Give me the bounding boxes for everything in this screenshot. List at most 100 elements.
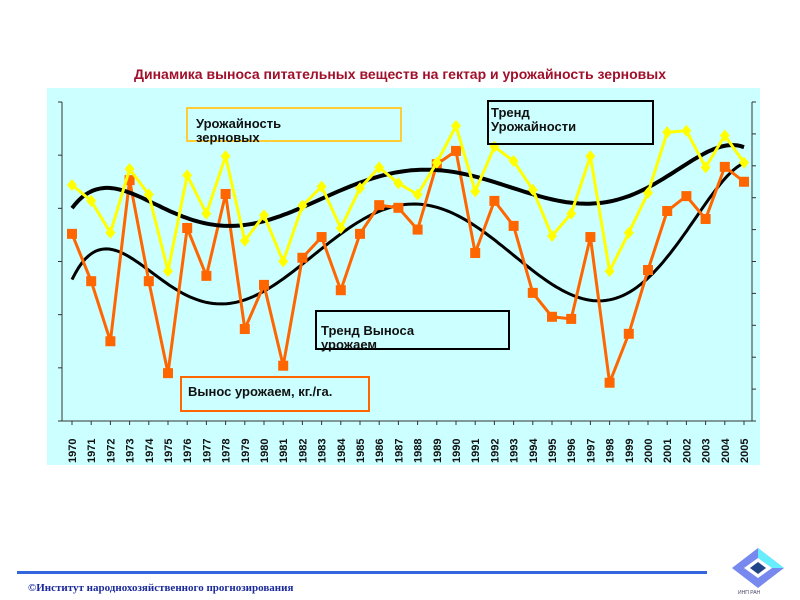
x-tick-label: 1991 [470,439,482,463]
removal-point [335,285,346,296]
x-tick-label: 1995 [547,439,559,463]
removal-point [643,265,653,276]
removal-point [412,224,423,235]
x-tick-label: 1976 [182,439,194,463]
x-tick-label: 1993 [509,439,521,463]
yield-point [393,177,404,190]
yield-point [566,207,577,220]
x-tick-label: 2003 [701,439,713,463]
x-tick-label: 2002 [681,439,693,463]
yield-trend-callout-box [487,100,654,145]
yield-point [585,150,596,163]
x-tick-label: 1983 [317,439,329,463]
yield-label: Урожайность зерновых [196,116,282,145]
x-tick-label: 1997 [585,439,597,463]
removal-point [220,188,231,199]
chart-title: Динамика выноса питательных веществ на г… [134,66,666,82]
removal-point [239,324,250,335]
removal-point [124,175,135,186]
removal-point [182,223,193,234]
x-tick-label: 2000 [643,439,655,463]
yield-trend-line [70,143,745,228]
yield-point [451,119,461,132]
x-tick-label: 1978 [221,439,233,463]
removal-point [566,313,577,324]
x-tick-label: 1971 [86,439,98,463]
yield-point [143,188,154,201]
x-tick-label: 1992 [489,439,501,463]
inp-ran-logo [732,548,784,588]
x-tick-label: 1998 [605,439,617,463]
yield-point [278,255,289,268]
removal-point [700,213,711,224]
yield-point [662,126,673,139]
removal-point [374,200,385,211]
yield-point [739,156,749,169]
yield-point [527,183,538,196]
yield-series-line [71,121,746,276]
yield-point [355,182,365,195]
x-tick-label: 1990 [451,439,463,463]
x-tick-label: 1982 [297,439,309,463]
x-tick-label: 1977 [201,439,213,463]
removal-trend-line [70,161,745,306]
yield-point [220,150,231,163]
chart-svg: 1201101009080706020181614121086420197019… [58,101,756,463]
removal-point [259,279,269,290]
removal-point [623,328,634,339]
removal-point [297,252,308,263]
removal-point [585,232,596,243]
removal-point [355,228,365,239]
removal-point [508,220,519,231]
removal-point [739,176,749,187]
removal-point [201,270,212,281]
removal-trend-callout-box [315,310,510,350]
yield-point [470,185,481,198]
yield-point [681,124,692,137]
yield-point [335,222,346,235]
x-tick-label: 1975 [163,439,175,463]
yield-point [316,180,327,193]
yield-point [374,161,385,174]
x-tick-label: 2005 [739,439,751,463]
removal-point [662,205,673,216]
yield-trend-label: Тренд Урожайности [491,105,577,134]
yield-point [124,162,135,175]
removal-point [316,232,327,243]
removal-point [527,287,538,298]
removal-point [604,377,615,388]
x-tick-label: 1985 [355,439,367,463]
yield-point [201,207,212,220]
removal-point [451,145,461,156]
removal-point [489,195,500,206]
x-tick-label: 1980 [259,439,271,463]
removal-point [86,276,97,287]
removal-point [547,311,557,322]
removal-point [105,336,116,347]
yield-point [604,265,615,278]
x-tick-label: 1972 [105,439,117,463]
x-tick-label: 1970 [67,439,79,463]
yield-point [700,161,711,174]
removal-callout-box [180,376,370,412]
footer-copyright: ©Институт народнохозяйственного прогнози… [28,582,294,594]
x-tick-label: 1989 [432,439,444,463]
x-tick-label: 1996 [566,439,578,463]
yield-point [67,178,77,191]
x-tick-label: 1999 [624,439,636,463]
yield-point [182,169,193,182]
yield-point [297,199,308,212]
yield-point [259,209,269,222]
removal-point [143,276,154,287]
x-tick-label: 1984 [336,438,348,463]
removal-point [719,161,730,172]
removal-point [470,247,481,258]
x-tick-label: 1994 [528,438,540,463]
yield-point [508,155,519,168]
plot-area: 1201101009080706020181614121086420197019… [47,88,760,465]
removal-label: Вынос урожаем, кг./га. [188,384,333,399]
yield-point [547,229,557,242]
yield-point [105,226,116,239]
removal-series-line [70,148,745,384]
x-tick-label: 1987 [393,439,405,463]
